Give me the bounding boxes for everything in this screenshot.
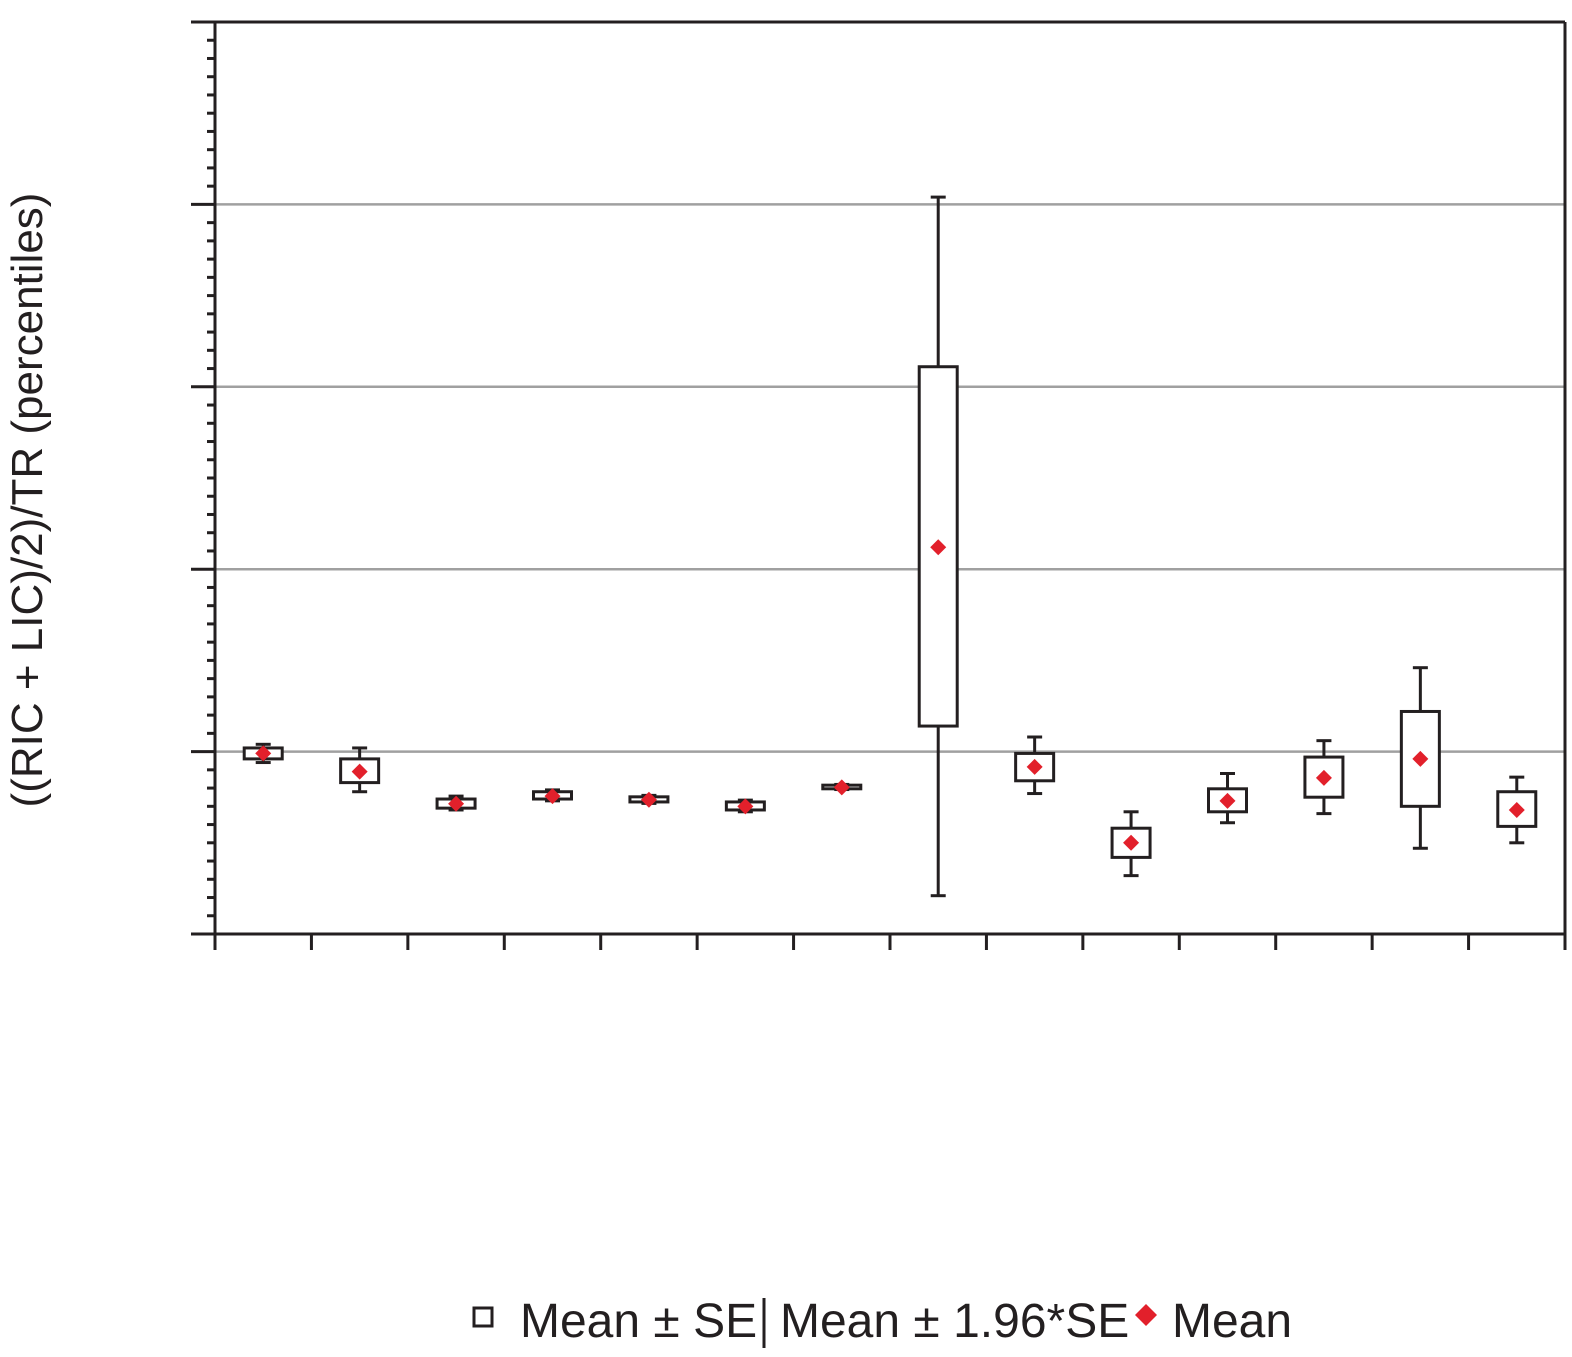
category-group [1496, 775, 1538, 845]
mean-marker [1508, 801, 1525, 818]
category-group [628, 791, 670, 808]
se-box [1399, 709, 1441, 808]
category-group [242, 742, 284, 765]
legend-box-label: Mean ± SE [520, 1295, 757, 1348]
legend-mean-label: Mean [1172, 1295, 1292, 1348]
category-group [821, 779, 863, 796]
category-group [1110, 810, 1152, 878]
mean-marker [1026, 758, 1043, 775]
mean-marker [1412, 750, 1429, 767]
mean-marker [351, 763, 368, 780]
category-group [339, 746, 381, 794]
category-group [435, 794, 477, 812]
mean-marker [544, 788, 561, 805]
mean-marker [833, 779, 850, 796]
mean-marker [1315, 769, 1332, 786]
plot-frame [191, 20, 1567, 936]
mean-marker [1123, 834, 1140, 851]
mean-marker [640, 791, 657, 808]
mean-marker [930, 539, 947, 556]
category-group [1303, 739, 1345, 816]
mean-marker [448, 795, 465, 812]
category-group [532, 788, 573, 805]
gridlines [215, 203, 1565, 753]
mean-marker [255, 745, 272, 762]
y-axis-ticks [191, 20, 215, 936]
category-group [1207, 771, 1248, 825]
mean-marker [1219, 792, 1236, 809]
y-axis-title: ((RIC + LIC)/2)/TR (percentiles) [3, 193, 52, 808]
legend-box-symbol [472, 1306, 494, 1328]
legend-mean-symbol [1135, 1304, 1157, 1326]
x-axis-ticks [213, 934, 1567, 950]
legend-whisker-label: Mean ± 1.96*SE [780, 1295, 1129, 1348]
legend: Mean ± SE Mean ± 1.96*SE Mean [472, 1295, 1292, 1348]
mean-marker [737, 798, 754, 815]
category-group [917, 195, 959, 898]
category-group [1399, 666, 1441, 850]
category-group [1014, 735, 1056, 796]
box-plot-marks [242, 195, 1538, 898]
se-box [1303, 755, 1345, 799]
category-group [724, 798, 766, 815]
